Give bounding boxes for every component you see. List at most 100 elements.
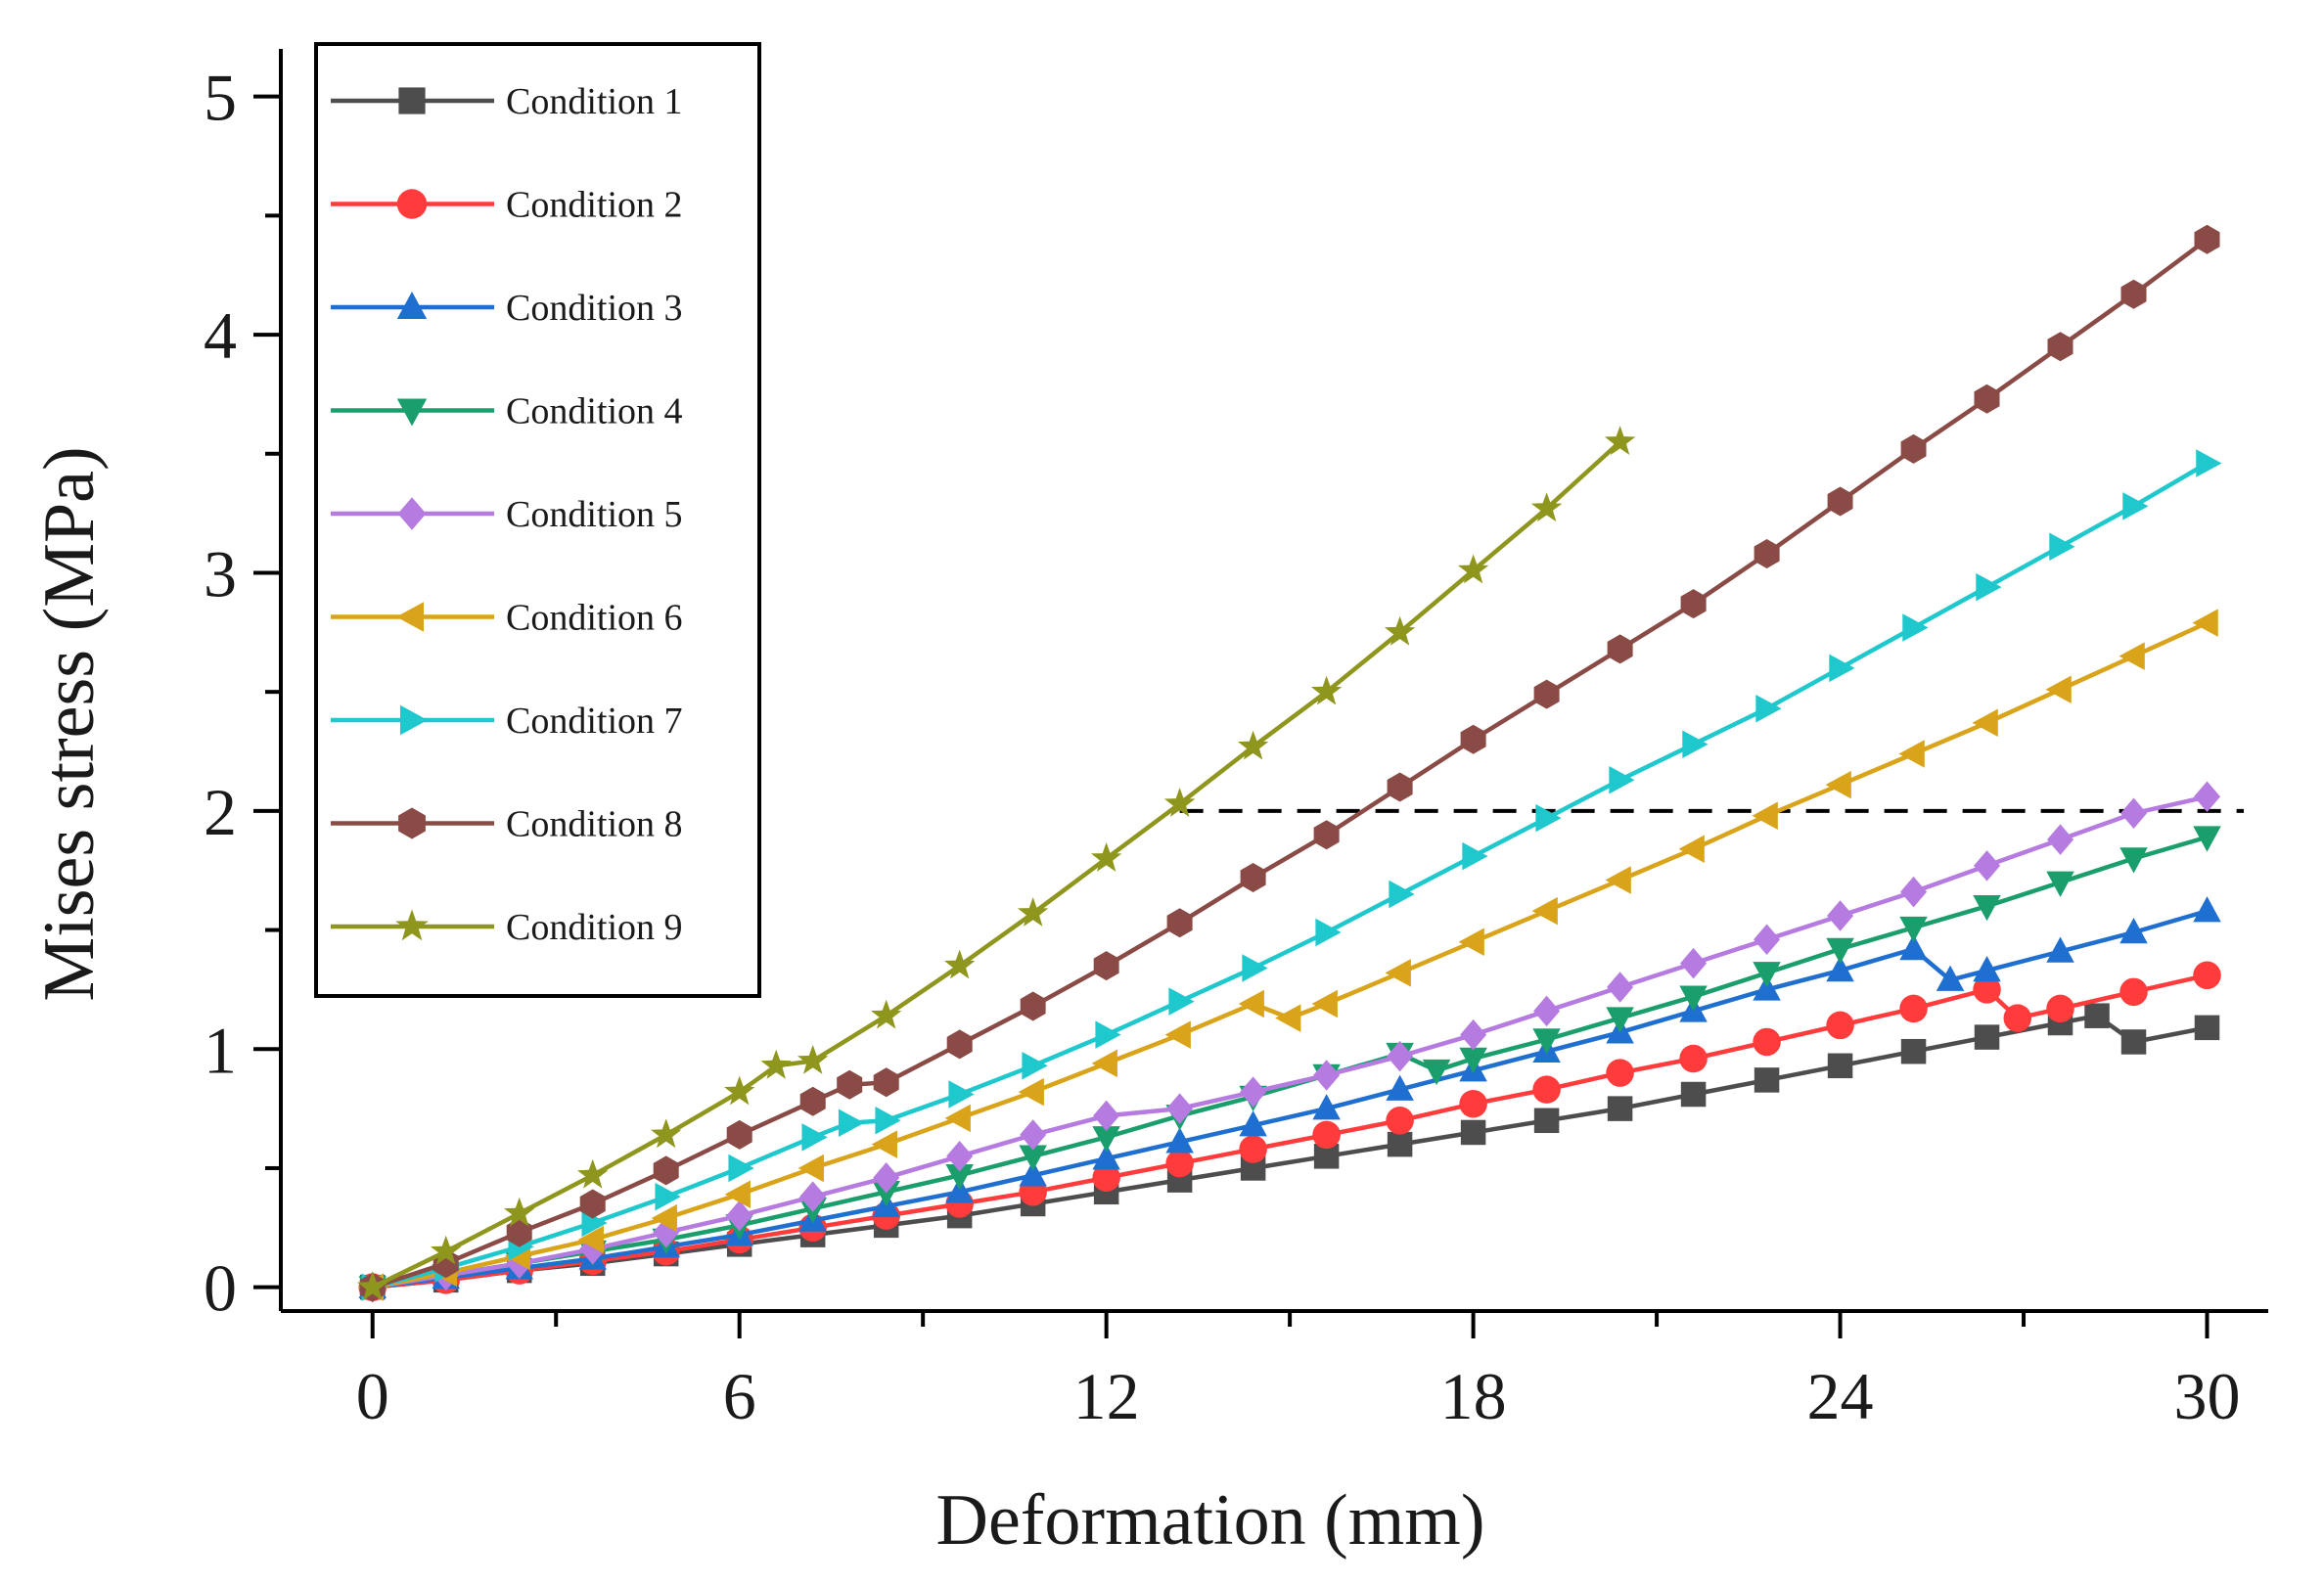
data-point-condition-4 [1019, 1145, 1047, 1171]
data-point-condition-2 [1679, 1044, 1708, 1073]
data-point-condition-2 [2193, 961, 2221, 990]
y-axis-title: Mises stress (MPa) [29, 446, 110, 1001]
data-point-condition-2 [1532, 1075, 1561, 1104]
legend-item-condition-7: Condition 7 [331, 701, 683, 742]
data-point-condition-3 [1826, 955, 1854, 982]
data-point-condition-6 [1825, 770, 1851, 799]
data-point-condition-1 [2120, 1029, 2147, 1055]
data-point-condition-9 [1163, 788, 1196, 817]
data-point-condition-9 [944, 949, 976, 979]
legend-label-condition-2: Condition 2 [506, 185, 683, 226]
data-point-condition-9 [760, 1049, 792, 1079]
series-condition-8 [359, 224, 2220, 1302]
data-point-condition-4 [2119, 847, 2148, 874]
data-point-condition-9 [504, 1197, 535, 1227]
data-point-condition-8 [1240, 863, 1266, 892]
legend-label-condition-5: Condition 5 [506, 494, 683, 535]
data-point-condition-8 [2120, 279, 2147, 309]
data-point-condition-8 [1754, 539, 1780, 568]
data-point-condition-1 [1387, 1131, 1413, 1157]
legend: Condition 1 Condition 2 Condition 3 Conditi… [314, 42, 761, 998]
legend-label-condition-3: Condition 3 [506, 288, 683, 329]
data-point-condition-7 [1242, 954, 1268, 982]
data-point-condition-2 [1973, 975, 2001, 1004]
data-point-condition-5 [1460, 1018, 1487, 1051]
data-point-condition-1 [2084, 1003, 2110, 1028]
data-point-condition-2 [2003, 1004, 2032, 1032]
legend-item-condition-5: Condition 5 [331, 494, 683, 535]
legend-item-condition-3: Condition 3 [331, 288, 683, 329]
data-point-condition-6 [1531, 896, 1558, 926]
data-point-condition-5 [1093, 1100, 1120, 1132]
data-point-condition-9 [797, 1044, 829, 1074]
data-point-condition-4 [2193, 826, 2221, 852]
data-point-condition-4 [1899, 916, 1928, 943]
legend-marker-condition-1 [398, 87, 426, 114]
legend-label-condition-7: Condition 7 [506, 701, 683, 742]
x-axis-title: Deformation (mm) [936, 1480, 1485, 1561]
data-point-condition-5 [873, 1161, 900, 1194]
legend-item-condition-2: Condition 2 [331, 185, 683, 226]
data-point-condition-5 [1754, 924, 1781, 956]
x-tick-label: 30 [2174, 1359, 2241, 1433]
data-point-condition-4 [1753, 962, 1781, 988]
data-point-condition-6 [1972, 708, 1998, 738]
data-point-condition-9 [431, 1235, 462, 1265]
data-point-condition-1 [1460, 1119, 1486, 1146]
data-point-condition-7 [1609, 765, 1635, 794]
legend-marker-condition-2 [396, 189, 428, 219]
data-point-condition-2 [1386, 1107, 1414, 1135]
data-point-condition-4 [1826, 937, 1854, 965]
data-point-condition-4 [1459, 1047, 1487, 1073]
data-point-condition-6 [797, 1154, 824, 1183]
data-point-condition-5 [1240, 1076, 1267, 1108]
data-point-condition-9 [651, 1118, 682, 1149]
data-point-condition-2 [2046, 994, 2074, 1023]
legend-marker-condition-9 [395, 909, 429, 941]
data-point-condition-7 [1462, 841, 1488, 871]
data-point-condition-4 [872, 1181, 900, 1207]
data-point-condition-5 [1900, 876, 1928, 908]
legend-marker-condition-4 [396, 398, 428, 427]
data-point-condition-8 [726, 1119, 752, 1150]
data-point-condition-4 [1973, 894, 2001, 922]
data-point-condition-9 [1457, 554, 1489, 584]
series-line-condition-5 [372, 794, 2208, 1290]
data-point-condition-7 [948, 1080, 975, 1109]
data-point-condition-8 [1387, 772, 1413, 802]
x-tick-label: 6 [723, 1359, 756, 1433]
data-point-condition-6 [1018, 1077, 1044, 1107]
data-point-condition-2 [1459, 1089, 1487, 1118]
x-tick-label: 0 [356, 1359, 389, 1433]
data-point-condition-6 [724, 1180, 751, 1208]
legend-label-condition-4: Condition 4 [506, 391, 683, 432]
data-point-condition-1 [2194, 1015, 2220, 1041]
data-point-condition-1 [1827, 1053, 1853, 1079]
legend-marker-condition-6 [396, 602, 424, 632]
data-point-condition-2 [1826, 1011, 1854, 1040]
data-point-condition-8 [873, 1067, 899, 1098]
data-point-condition-3 [1165, 1127, 1194, 1154]
data-point-condition-8 [1313, 820, 1340, 850]
legend-item-condition-8: Condition 8 [331, 804, 683, 845]
legend-marker-condition-3 [396, 292, 428, 319]
legend-item-condition-9: Condition 9 [331, 907, 683, 948]
data-point-condition-3 [945, 1177, 974, 1203]
data-point-condition-1 [1533, 1108, 1560, 1134]
data-point-condition-8 [1020, 991, 1046, 1021]
data-point-condition-2 [1312, 1120, 1341, 1150]
data-point-condition-6 [1605, 866, 1631, 894]
data-point-condition-7 [581, 1208, 608, 1238]
data-point-condition-3 [1239, 1110, 1267, 1137]
data-point-condition-6 [1164, 1020, 1191, 1049]
data-point-condition-8 [1607, 634, 1633, 664]
data-point-condition-8 [2047, 332, 2073, 362]
y-tick-label: 5 [204, 61, 237, 135]
data-point-condition-5 [1313, 1060, 1341, 1091]
data-point-condition-1 [1754, 1067, 1780, 1093]
data-point-condition-5 [946, 1141, 974, 1172]
data-point-condition-2 [2119, 977, 2148, 1007]
data-point-condition-8 [579, 1189, 606, 1219]
data-point-condition-5 [1387, 1040, 1414, 1072]
